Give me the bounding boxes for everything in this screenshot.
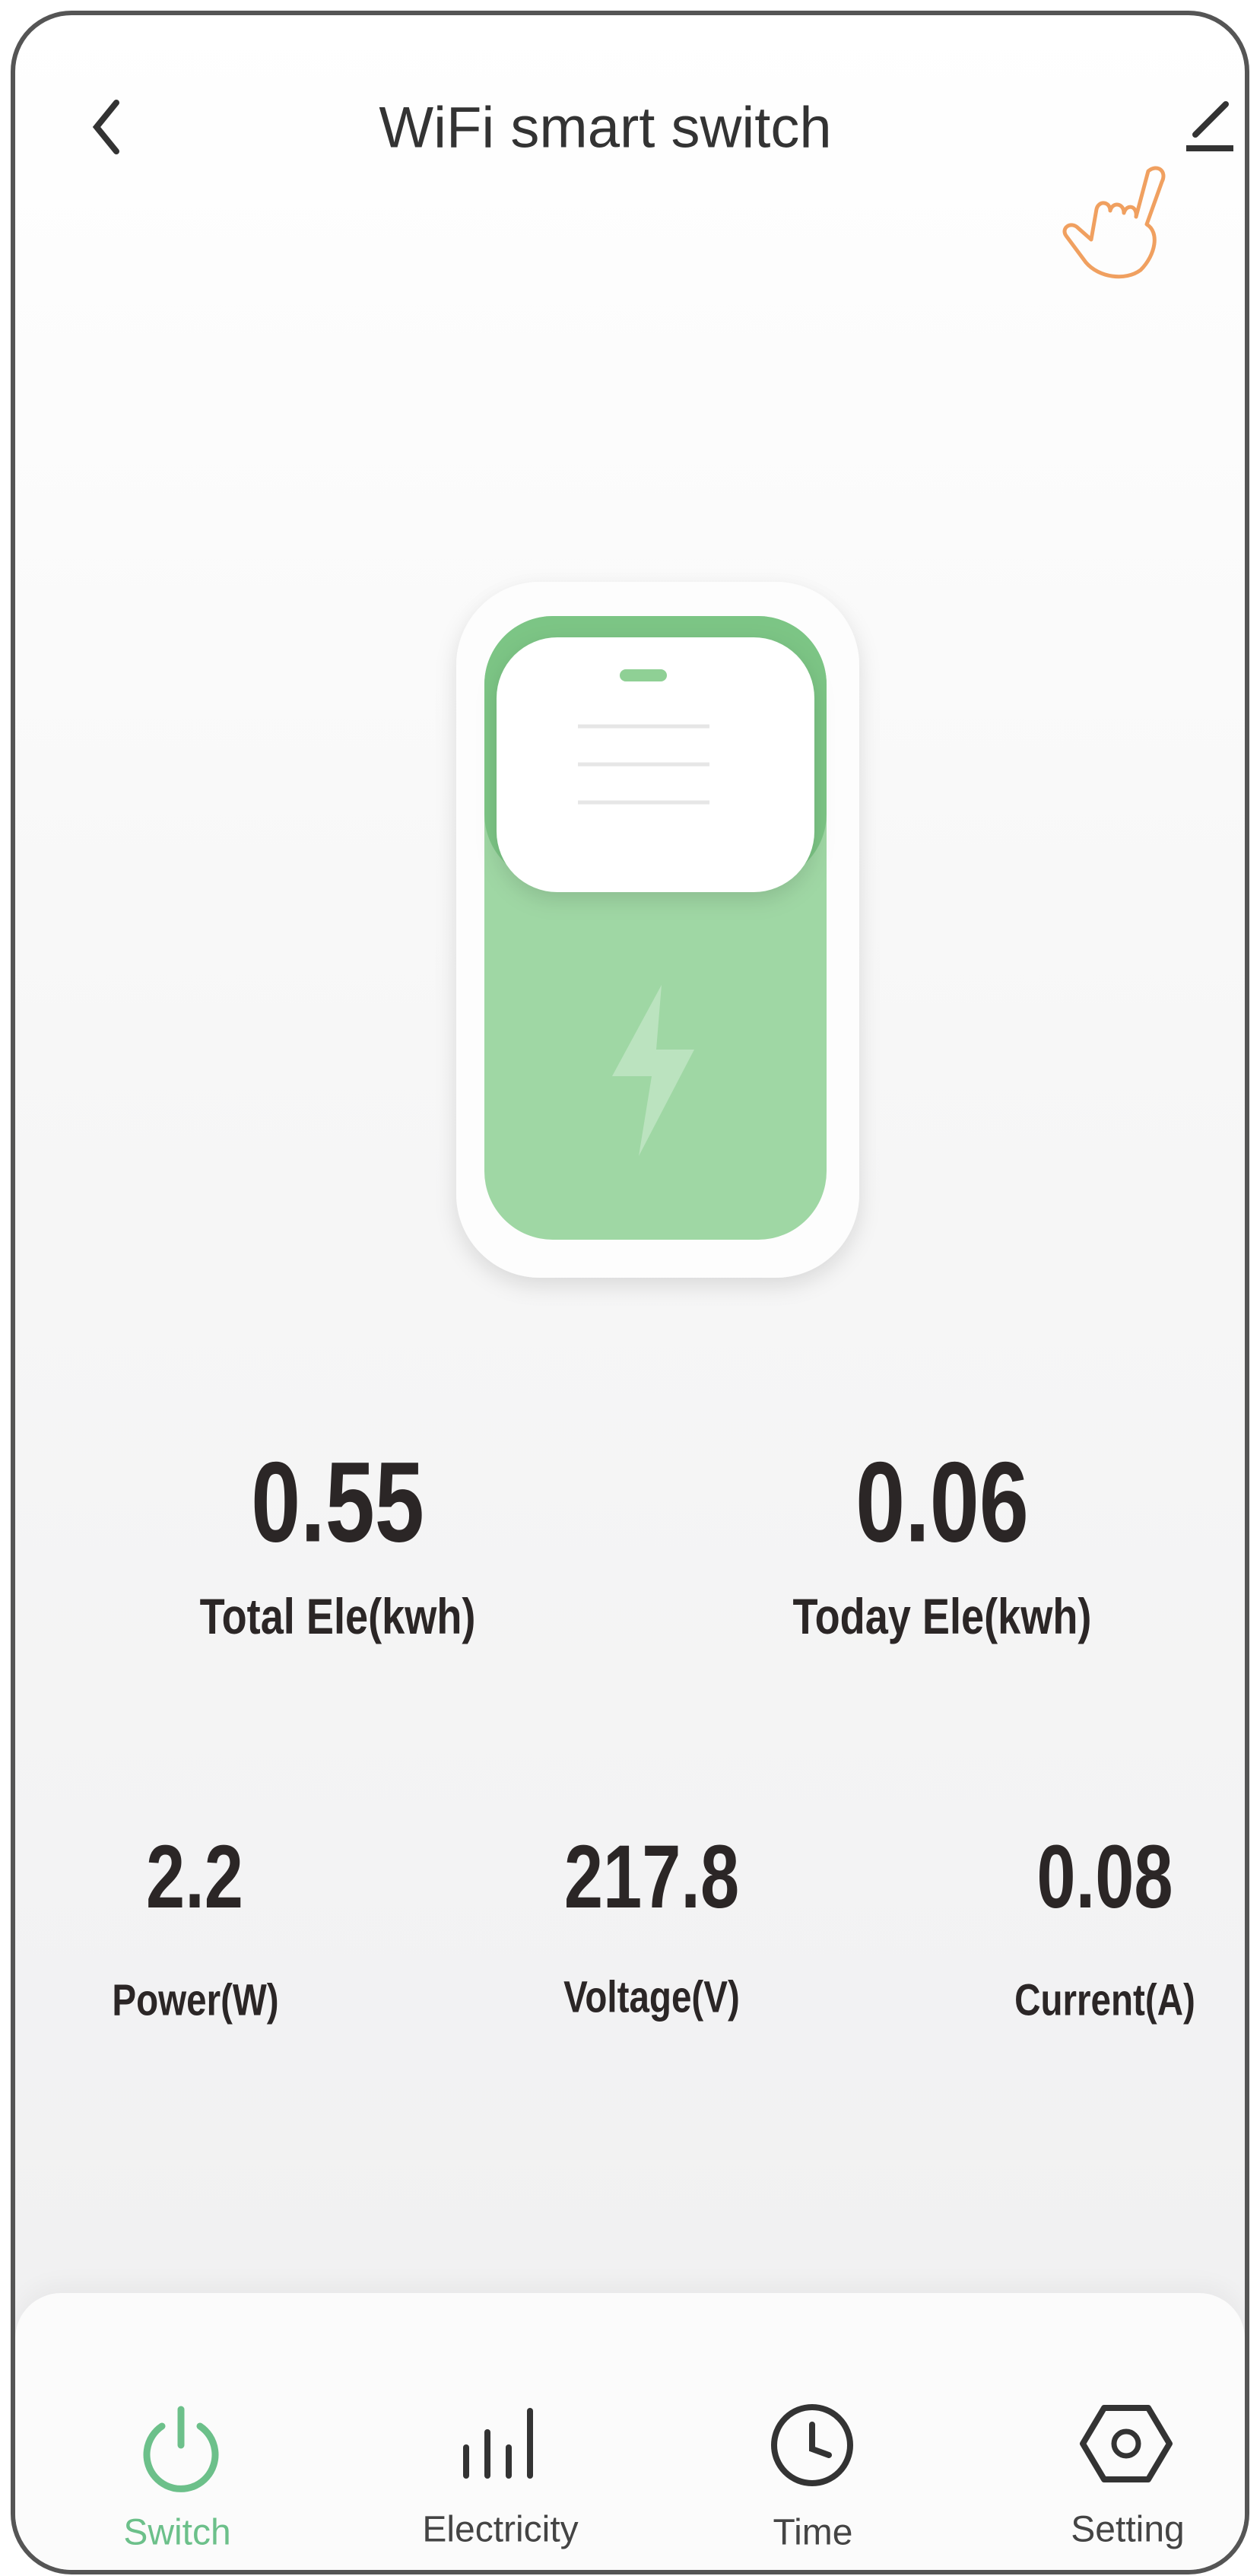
- stat-value: 0.55: [251, 1437, 424, 1568]
- stat-value: 217.8: [564, 1825, 739, 1929]
- phone-frame: WiFi smart switch 0.55 Total Ele(kwh) 0.…: [11, 11, 1249, 2574]
- tab-label[interactable]: Setting: [1071, 2509, 1184, 2551]
- stat-label: Power(W): [112, 1975, 278, 2026]
- stat-value: 2.2: [146, 1825, 243, 1929]
- power-switch[interactable]: [452, 578, 863, 1285]
- tab-label[interactable]: Time: [773, 2512, 853, 2554]
- stat-label: Today Ele(kwh): [793, 1587, 1092, 1645]
- setting-icon[interactable]: [1081, 2403, 1173, 2487]
- tab-label[interactable]: Electricity: [422, 2509, 578, 2551]
- stat-label: Total Ele(kwh): [200, 1587, 476, 1645]
- tab-bar: Switch Electricity Time Setting: [15, 2293, 1245, 2574]
- electricity-icon[interactable]: [460, 2403, 544, 2479]
- stat-label: Current(A): [1014, 1975, 1195, 2026]
- time-icon[interactable]: [768, 2403, 859, 2495]
- tab-label[interactable]: Switch: [123, 2512, 230, 2554]
- page: WiFi smart switch 0.55 Total Ele(kwh) 0.…: [0, 0, 1260, 2576]
- hand-pointer: [1057, 156, 1186, 293]
- switch-icon[interactable]: [139, 2403, 223, 2487]
- stat-value: 0.06: [855, 1437, 1029, 1568]
- edit-button[interactable]: [1179, 95, 1239, 156]
- stat-label: Voltage(V): [563, 1972, 740, 2023]
- back-button[interactable]: [87, 95, 133, 164]
- stat-value: 0.08: [1036, 1825, 1173, 1929]
- page-title: WiFi smart switch: [379, 95, 831, 161]
